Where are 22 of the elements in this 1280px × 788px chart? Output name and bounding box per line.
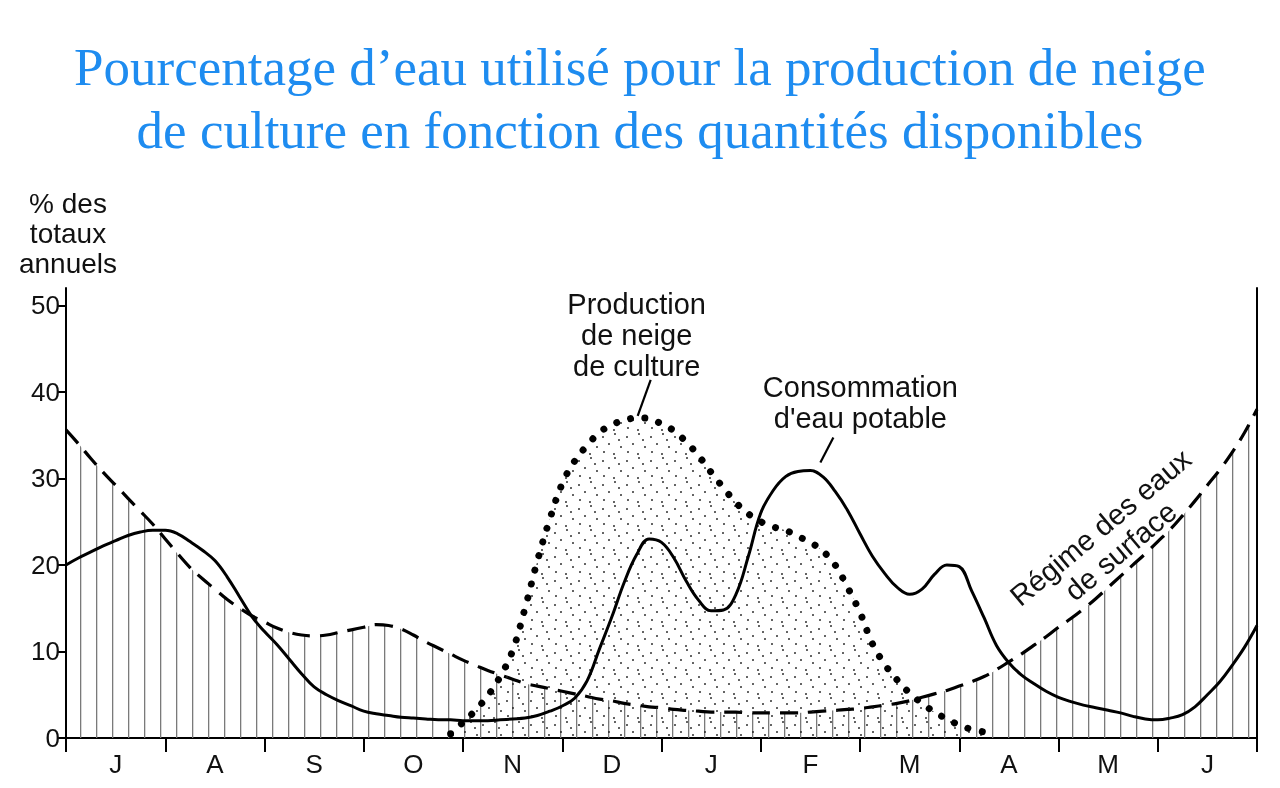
- y-tick-label: 30: [31, 463, 60, 494]
- y-tick-label: 40: [31, 376, 60, 407]
- x-tick-label: M: [898, 749, 921, 779]
- x-tick-label: J: [109, 749, 123, 779]
- x-tick-label: A: [206, 749, 225, 779]
- chart-title: Pourcentage d’eau utilisé pour la production de neige de culture en fonction des quantités disponibles: [73, 37, 1207, 161]
- text: Production de neige de culture: [567, 287, 707, 382]
- x-tick-label: O: [403, 749, 424, 779]
- y-tick-label: 0: [45, 723, 60, 753]
- x-tick-label: F: [802, 749, 819, 779]
- y-tick-label: 50: [31, 290, 60, 321]
- y-tick-label: 10: [31, 636, 60, 667]
- x-tick-label: M: [1097, 749, 1119, 779]
- x-tick-label: J: [704, 749, 718, 779]
- series-label: Consommation d'eau potable: [762, 371, 958, 435]
- x-tick-label: J: [1200, 749, 1214, 779]
- y-axis-title: % des totaux annuels: [17, 188, 119, 279]
- x-tick-label: S: [305, 749, 323, 779]
- x-tick-label: N: [503, 749, 523, 779]
- x-tick-label: D: [602, 749, 622, 779]
- y-tick-label: 20: [31, 549, 60, 580]
- x-tick-label: A: [1000, 749, 1019, 779]
